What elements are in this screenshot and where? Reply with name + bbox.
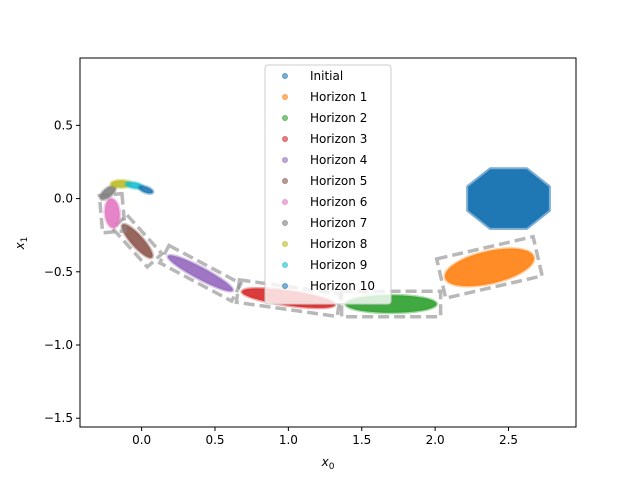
series-horizon-6 <box>97 191 128 235</box>
legend-item-horizon-10: Horizon 10 <box>281 279 375 293</box>
x-axis-label-main: x <box>321 455 330 469</box>
series-horizon-10 <box>137 184 155 196</box>
y-axis-label-sub: 1 <box>20 237 30 243</box>
legend-label: Horizon 4 <box>310 153 367 167</box>
bounding-box-horizon-5 <box>110 212 165 270</box>
axes-frame <box>79 57 577 428</box>
legend-item-horizon-4: Horizon 4 <box>281 153 367 167</box>
legend-marker <box>281 73 288 80</box>
legend-item-horizon-9: Horizon 9 <box>281 258 367 272</box>
legend-item-horizon-3: Horizon 3 <box>281 132 367 146</box>
legend-label: Horizon 3 <box>310 132 367 146</box>
legend-marker <box>281 198 288 205</box>
legend-label: Horizon 7 <box>310 216 367 230</box>
point-cloud-horizon-5 <box>120 222 155 260</box>
legend-marker <box>281 94 288 101</box>
y-tick-label: −0.5 <box>44 265 73 279</box>
point-cloud-horizon-6 <box>103 197 122 230</box>
x-tick-label: 1.0 <box>279 433 298 447</box>
bounding-box-horizon-6 <box>97 191 128 235</box>
bounding-box-horizon-4 <box>157 243 244 304</box>
x-tick-label: 0.5 <box>205 433 224 447</box>
y-tick-label: 0.0 <box>54 192 73 206</box>
legend: Initial Horizon 1 Horizon 2 Horizon 3 Horizo… <box>264 64 392 305</box>
legend-marker <box>281 282 288 289</box>
y-axis-ticks: 0.5 0.0 −0.5 −1.0 −1.5 <box>44 118 80 425</box>
legend-marker <box>281 135 288 142</box>
point-cloud-horizon-10 <box>137 184 155 196</box>
legend-item-horizon-1: Horizon 1 <box>281 90 367 104</box>
legend-label: Horizon 6 <box>310 195 367 209</box>
series-horizon-4 <box>157 243 244 304</box>
legend-marker <box>281 115 288 122</box>
legend-label: Horizon 5 <box>310 174 367 188</box>
legend-box <box>264 64 392 305</box>
series-horizon-1 <box>434 234 545 301</box>
series-horizon-5 <box>110 212 165 270</box>
legend-marker <box>281 261 288 268</box>
y-tick-label: 0.5 <box>54 118 73 132</box>
legend-marker <box>281 177 288 184</box>
x-axis-label-sub: 0 <box>329 462 335 472</box>
point-cloud-initial <box>466 167 551 230</box>
point-cloud-horizon-4 <box>166 253 235 293</box>
legend-marker <box>281 240 288 247</box>
x-tick-label: 1.5 <box>352 433 371 447</box>
legend-label: Horizon 10 <box>310 279 375 293</box>
legend-label: Horizon 1 <box>310 90 367 104</box>
legend-marker <box>281 156 288 163</box>
point-cloud-horizon-1 <box>443 247 536 288</box>
y-axis-label-main: x <box>13 241 27 250</box>
x-axis-ticks: 0.0 0.5 1.0 1.5 2.0 2.5 <box>132 427 518 447</box>
legend-item-horizon-5: Horizon 5 <box>281 174 367 188</box>
y-axis-label: x1 <box>13 237 30 251</box>
y-tick-label: −1.5 <box>44 411 73 425</box>
legend-label: Horizon 2 <box>310 111 367 125</box>
legend-item-initial: Initial <box>281 69 343 83</box>
legend-item-horizon-8: Horizon 8 <box>281 237 367 251</box>
legend-marker <box>281 219 288 226</box>
legend-item-horizon-2: Horizon 2 <box>281 111 367 125</box>
x-tick-label: 2.0 <box>426 433 445 447</box>
x-axis-label: x0 <box>321 455 335 472</box>
legend-label: Initial <box>310 69 343 83</box>
x-tick-label: 2.5 <box>499 433 518 447</box>
y-tick-label: −1.0 <box>44 338 73 352</box>
legend-label: Horizon 9 <box>310 258 367 272</box>
legend-item-horizon-6: Horizon 6 <box>281 195 367 209</box>
series-initial <box>466 167 551 230</box>
x-tick-label: 0.0 <box>132 433 151 447</box>
legend-item-horizon-7: Horizon 7 <box>281 216 367 230</box>
legend-label: Horizon 8 <box>310 237 367 251</box>
bounding-box-horizon-1 <box>434 234 545 301</box>
